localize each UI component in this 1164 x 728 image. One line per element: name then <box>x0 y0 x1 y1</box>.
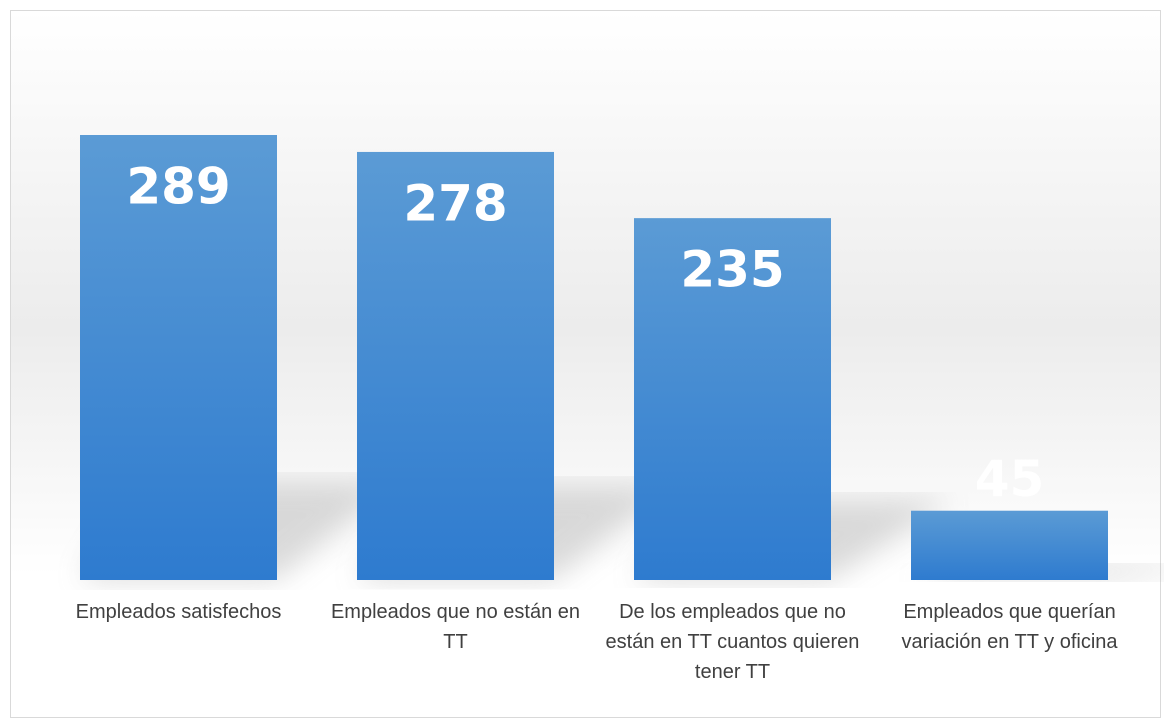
data-label: 289 <box>126 158 230 216</box>
bar <box>80 135 277 580</box>
bar <box>911 510 1108 580</box>
bar <box>357 151 554 580</box>
data-label: 45 <box>975 450 1045 508</box>
x-tick-label: Empleados satisfechos <box>75 601 282 623</box>
x-tick-label: De los empleados que no están en TT cuan… <box>605 601 860 683</box>
x-tick-label: Empleados que no están en TT <box>330 601 581 653</box>
bar <box>634 218 831 580</box>
x-tick-label: Empleados que querían variación en TT y … <box>901 601 1118 653</box>
data-label: 278 <box>403 174 507 232</box>
data-label: 235 <box>680 241 784 299</box>
